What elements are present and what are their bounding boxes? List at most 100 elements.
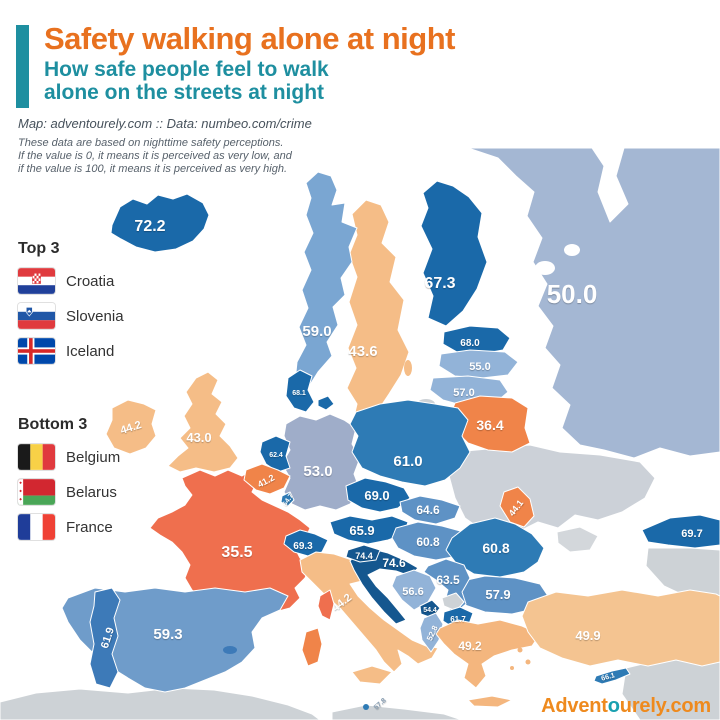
subtitle-line-2: alone on the streets at night	[44, 81, 325, 104]
value-label-lithuania: 57.0	[453, 387, 474, 399]
country-united-kingdom	[167, 371, 239, 473]
country-portugal	[89, 587, 121, 689]
country-malta	[363, 704, 369, 710]
aegean-island-2	[525, 659, 531, 665]
country-croatia	[349, 548, 419, 625]
note-line-3: if the value is 100, it means it is perc…	[18, 163, 288, 175]
value-label-bosnia: 56.6	[402, 586, 423, 598]
country-belgium	[243, 463, 291, 495]
value-label-turkey: 49.9	[575, 628, 600, 643]
france-flag-icon	[18, 514, 55, 540]
country-cyprus	[593, 667, 631, 685]
country-slovakia	[399, 495, 461, 525]
legend-bottom3-title: Bottom 3	[18, 416, 88, 433]
country-finland	[420, 180, 488, 327]
aegean-island-1	[517, 647, 523, 653]
lake-ladoga	[535, 261, 555, 275]
value-label-slovakia: 64.6	[416, 503, 440, 517]
legend-label-france: France	[66, 518, 113, 536]
white-sea	[591, 147, 629, 223]
value-label-north-macedonia: 61.7	[450, 615, 466, 624]
value-label-united-kingdom: 43.0	[186, 430, 211, 445]
value-label-serbia: 63.5	[436, 573, 460, 587]
value-label-bulgaria: 57.9	[485, 587, 510, 602]
country-latvia	[438, 349, 519, 379]
legend-row-iceland: Iceland	[18, 338, 124, 364]
value-label-czechia: 69.0	[364, 488, 389, 503]
legend-top3: Top 3 Croatia Slovenia	[18, 240, 124, 373]
country-ireland	[105, 399, 157, 455]
country-georgia	[641, 514, 720, 549]
value-label-hungary: 60.8	[416, 535, 440, 549]
country-ukraine	[447, 444, 656, 533]
country-estonia	[442, 325, 511, 355]
value-label-estonia: 68.0	[460, 338, 480, 349]
value-label-netherlands: 62.4	[269, 452, 283, 459]
region-crimea	[556, 526, 599, 553]
value-label-latvia: 55.0	[469, 361, 490, 373]
value-label-norway: 59.0	[302, 323, 331, 340]
country-north-africa-east	[331, 704, 463, 720]
value-label-switzerland: 69.3	[293, 541, 313, 552]
value-label-russia: 50.0	[547, 279, 598, 309]
country-switzerland	[283, 529, 329, 557]
value-label-austria: 65.9	[349, 523, 374, 538]
value-label-iceland: 72.2	[134, 218, 165, 235]
island-corsica	[317, 589, 335, 621]
legend-row-slovenia: Slovenia	[18, 303, 124, 329]
value-label-croatia: 74.6	[382, 556, 406, 570]
data-notes: These data are based on nighttime safety…	[18, 137, 455, 176]
accent-bar	[16, 25, 29, 108]
page-subtitle: How safe people feel to walk alone on th…	[44, 58, 455, 104]
legend-row-belarus: Belarus	[18, 479, 120, 505]
value-label-france: 35.5	[221, 544, 252, 561]
legend-label-belarus: Belarus	[66, 483, 117, 501]
brand-suffix: urely.com	[619, 695, 711, 717]
value-label-spain: 59.3	[153, 626, 182, 643]
lake-onega	[564, 244, 580, 256]
country-poland	[349, 399, 471, 487]
value-label-romania: 60.8	[482, 540, 509, 556]
country-norway	[294, 171, 358, 389]
subtitle-line-1: How safe people feel to walk	[44, 58, 329, 81]
country-russia	[467, 147, 720, 459]
country-turkey	[521, 589, 720, 667]
value-label-sweden: 43.6	[348, 343, 377, 360]
note-line-1: These data are based on nighttime safety…	[18, 137, 284, 149]
iceland-flag-icon	[18, 338, 55, 364]
header: Safety walking alone at night How safe p…	[16, 22, 455, 176]
aegean-island-3	[510, 666, 514, 670]
legend-bottom3: Bottom 3 Belgium Belarus France	[18, 416, 120, 549]
legend-label-iceland: Iceland	[66, 342, 115, 360]
island-crete	[467, 695, 513, 708]
country-denmark	[285, 369, 315, 413]
island-sicily	[351, 665, 393, 685]
island-gotland	[404, 360, 412, 376]
legend-label-slovenia: Slovenia	[66, 307, 124, 325]
country-iceland	[110, 193, 210, 253]
value-label-poland: 61.0	[393, 453, 422, 470]
legend-row-france: France	[18, 514, 120, 540]
value-label-greece: 49.2	[458, 639, 482, 653]
country-north-africa-west	[0, 687, 321, 720]
slovenia-flag-icon	[18, 303, 55, 329]
country-moldova	[499, 486, 535, 528]
brand-prefix: Advent	[541, 695, 608, 717]
value-label-montenegro: 54.4	[423, 607, 437, 614]
source-line: Map: adventourely.com :: Data: numbeo.co…	[18, 116, 312, 131]
country-netherlands	[259, 435, 291, 473]
value-label-cyprus: 66.1	[601, 672, 616, 682]
island-mallorca	[223, 646, 237, 654]
brand-wordmark: Adventourely.com	[541, 695, 711, 718]
page-title: Safety walking alone at night	[44, 21, 455, 56]
country-sweden	[346, 199, 410, 432]
value-label-germany: 53.0	[303, 463, 332, 480]
value-label-denmark: 68.1	[292, 390, 306, 397]
value-label-slovenia: 74.4	[355, 551, 373, 561]
legend-row-belgium: Belgium	[18, 444, 120, 470]
legend-label-belgium: Belgium	[66, 448, 121, 466]
island-sardinia	[301, 627, 323, 667]
croatia-flag-icon	[18, 268, 55, 294]
